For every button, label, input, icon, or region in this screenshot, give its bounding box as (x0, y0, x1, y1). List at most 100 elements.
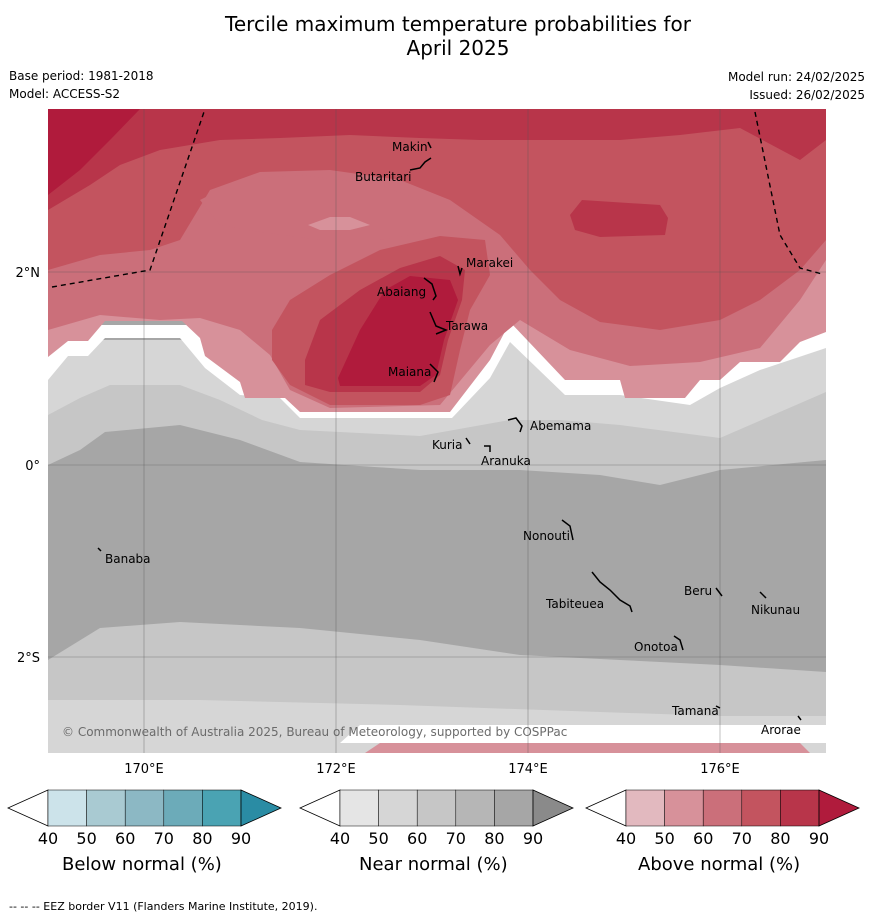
base-period: Base period: 1981-2018 (9, 69, 154, 83)
island-makin (427, 141, 432, 149)
colorbar-below-tick: 40 (38, 829, 58, 848)
colorbar-near-tick: 40 (330, 829, 350, 848)
title-line-1: Tercile maximum temperature probabilitie… (225, 12, 691, 36)
eez-footnote: -- -- -- EEZ border V11 (Flanders Marine… (9, 900, 318, 913)
island-beru (715, 587, 723, 597)
colorbar-above-segment-5 (780, 789, 820, 827)
above-normal-50-south (365, 743, 810, 753)
place-labels: Makin Butaritari Marakei Abaiang Tarawa … (105, 140, 801, 737)
colorbar-above-tick: 80 (770, 829, 790, 848)
colorbar-near-max-arrow (532, 789, 574, 827)
label-kuria: Kuria (432, 438, 463, 452)
colorbar-above-tick: 40 (616, 829, 636, 848)
colorbar-above-tick: 70 (732, 829, 752, 848)
island-abaiang (423, 277, 437, 301)
above-normal-90-core (338, 276, 458, 386)
copyright-notice: © Commonwealth of Australia 2025, Bureau… (62, 725, 567, 739)
colorbar-title-near: Near normal (%) (359, 854, 508, 875)
islands (97, 141, 802, 721)
lon-label-176: 176°E (700, 762, 740, 777)
island-abemama (507, 417, 523, 433)
colorbar-below-max-arrow (240, 789, 282, 827)
colorbar-above-segment-1 (625, 789, 665, 827)
above-normal-70 (48, 109, 826, 330)
label-marakei: Marakei (466, 256, 513, 270)
above-normal-50-blob (308, 217, 370, 230)
lat-label-2s: 2°S (17, 651, 40, 666)
map-fields (48, 109, 826, 753)
lon-label-170: 170°E (124, 762, 164, 777)
colorbars: 40 50 60 70 80 90 40 50 60 70 80 90 40 50 60 70 80 90 (7, 789, 860, 848)
label-butaritari: Butaritari (355, 170, 412, 184)
above-normal-60-blob (200, 175, 440, 240)
colorbar-title-above: Above normal (%) (638, 854, 801, 875)
colorbar-above-segment-2 (664, 789, 704, 827)
island-tabiteuea (591, 571, 633, 613)
eez-borders (51, 108, 823, 288)
island-nikunau (759, 591, 767, 599)
colorbar-above-tick: 50 (654, 829, 674, 848)
model-name: Model: ACCESS-S2 (9, 87, 121, 101)
colorbar-near-min-arrow (299, 789, 341, 827)
colorbar-below-segment-5 (202, 789, 242, 827)
label-abaiang: Abaiang (377, 285, 426, 299)
colorbar-below-tick: 90 (231, 829, 251, 848)
meta-right: Model run: 24/02/2025 Issued: 26/02/2025 (728, 70, 865, 106)
label-abemama: Abemama (530, 419, 591, 433)
colorbar-below-tick: 50 (76, 829, 96, 848)
colorbar-above-segment-4 (741, 789, 781, 827)
colorbar-near-tick: 60 (407, 829, 427, 848)
above-normal-90-topleft (48, 109, 140, 195)
label-banaba: Banaba (105, 552, 151, 566)
island-kuria (465, 437, 471, 445)
label-nikunau: Nikunau (751, 603, 800, 617)
island-butaritari (409, 157, 432, 171)
colorbar-near-segment-4 (455, 789, 495, 827)
colorbar-below-segment-3 (124, 789, 165, 827)
colorbar-near-segment-1 (339, 789, 379, 827)
island-onotoa (673, 635, 684, 651)
colorbar-near-segment-3 (416, 789, 457, 827)
island-tamana (715, 705, 721, 709)
lon-label-172: 172°E (316, 762, 356, 777)
gap-south (340, 725, 826, 743)
colorbar-below-min-arrow (7, 789, 49, 827)
eez-left (51, 108, 206, 288)
colorbar-below-segment-4 (163, 789, 203, 827)
colorbar-near-tick: 90 (523, 829, 543, 848)
colorbar-above-tick: 90 (809, 829, 829, 848)
meta-left: Base period: 1981-2018 Model: ACCESS-S2 (9, 69, 154, 105)
island-arorae (797, 715, 802, 721)
lat-label-0: 0° (25, 459, 40, 474)
label-tarawa: Tarawa (445, 319, 488, 333)
above-normal-80-top (48, 109, 826, 210)
colorbar-near-tick: 50 (368, 829, 388, 848)
colorbar-title-below: Below normal (%) (62, 854, 222, 875)
issued-date: Issued: 26/02/2025 (749, 88, 865, 102)
colorbar-above-max-arrow (818, 789, 860, 827)
eez-right (754, 111, 823, 275)
label-arorae: Arorae (761, 723, 801, 737)
colorbar-below-tick: 60 (115, 829, 135, 848)
label-makin: Makin (392, 140, 428, 154)
lat-label-2n: 2°N (16, 266, 41, 281)
colorbar-below-tick: 80 (192, 829, 212, 848)
lon-label-174: 174°E (508, 762, 548, 777)
label-nonouti: Nonouti (523, 529, 570, 543)
label-beru: Beru (684, 584, 712, 598)
colorbar-near-segment-5 (494, 789, 534, 827)
island-maiana (429, 363, 439, 383)
island-marakei (457, 265, 463, 277)
lon-axis: 170°E 172°E 174°E 176°E (124, 762, 740, 777)
chart-title: Tercile maximum temperature probabilitie… (0, 12, 873, 60)
colorbar-near-tick: 70 (446, 829, 466, 848)
graticule (48, 109, 826, 753)
colorbar-near-segment-2 (378, 789, 418, 827)
island-nonouti (561, 519, 574, 541)
label-maiana: Maiana (388, 365, 431, 379)
label-onotoa: Onotoa (634, 640, 678, 654)
colorbar-near-tick: 80 (484, 829, 504, 848)
label-aranuka: Aranuka (481, 454, 531, 468)
colorbar-below-segment-2 (86, 789, 126, 827)
